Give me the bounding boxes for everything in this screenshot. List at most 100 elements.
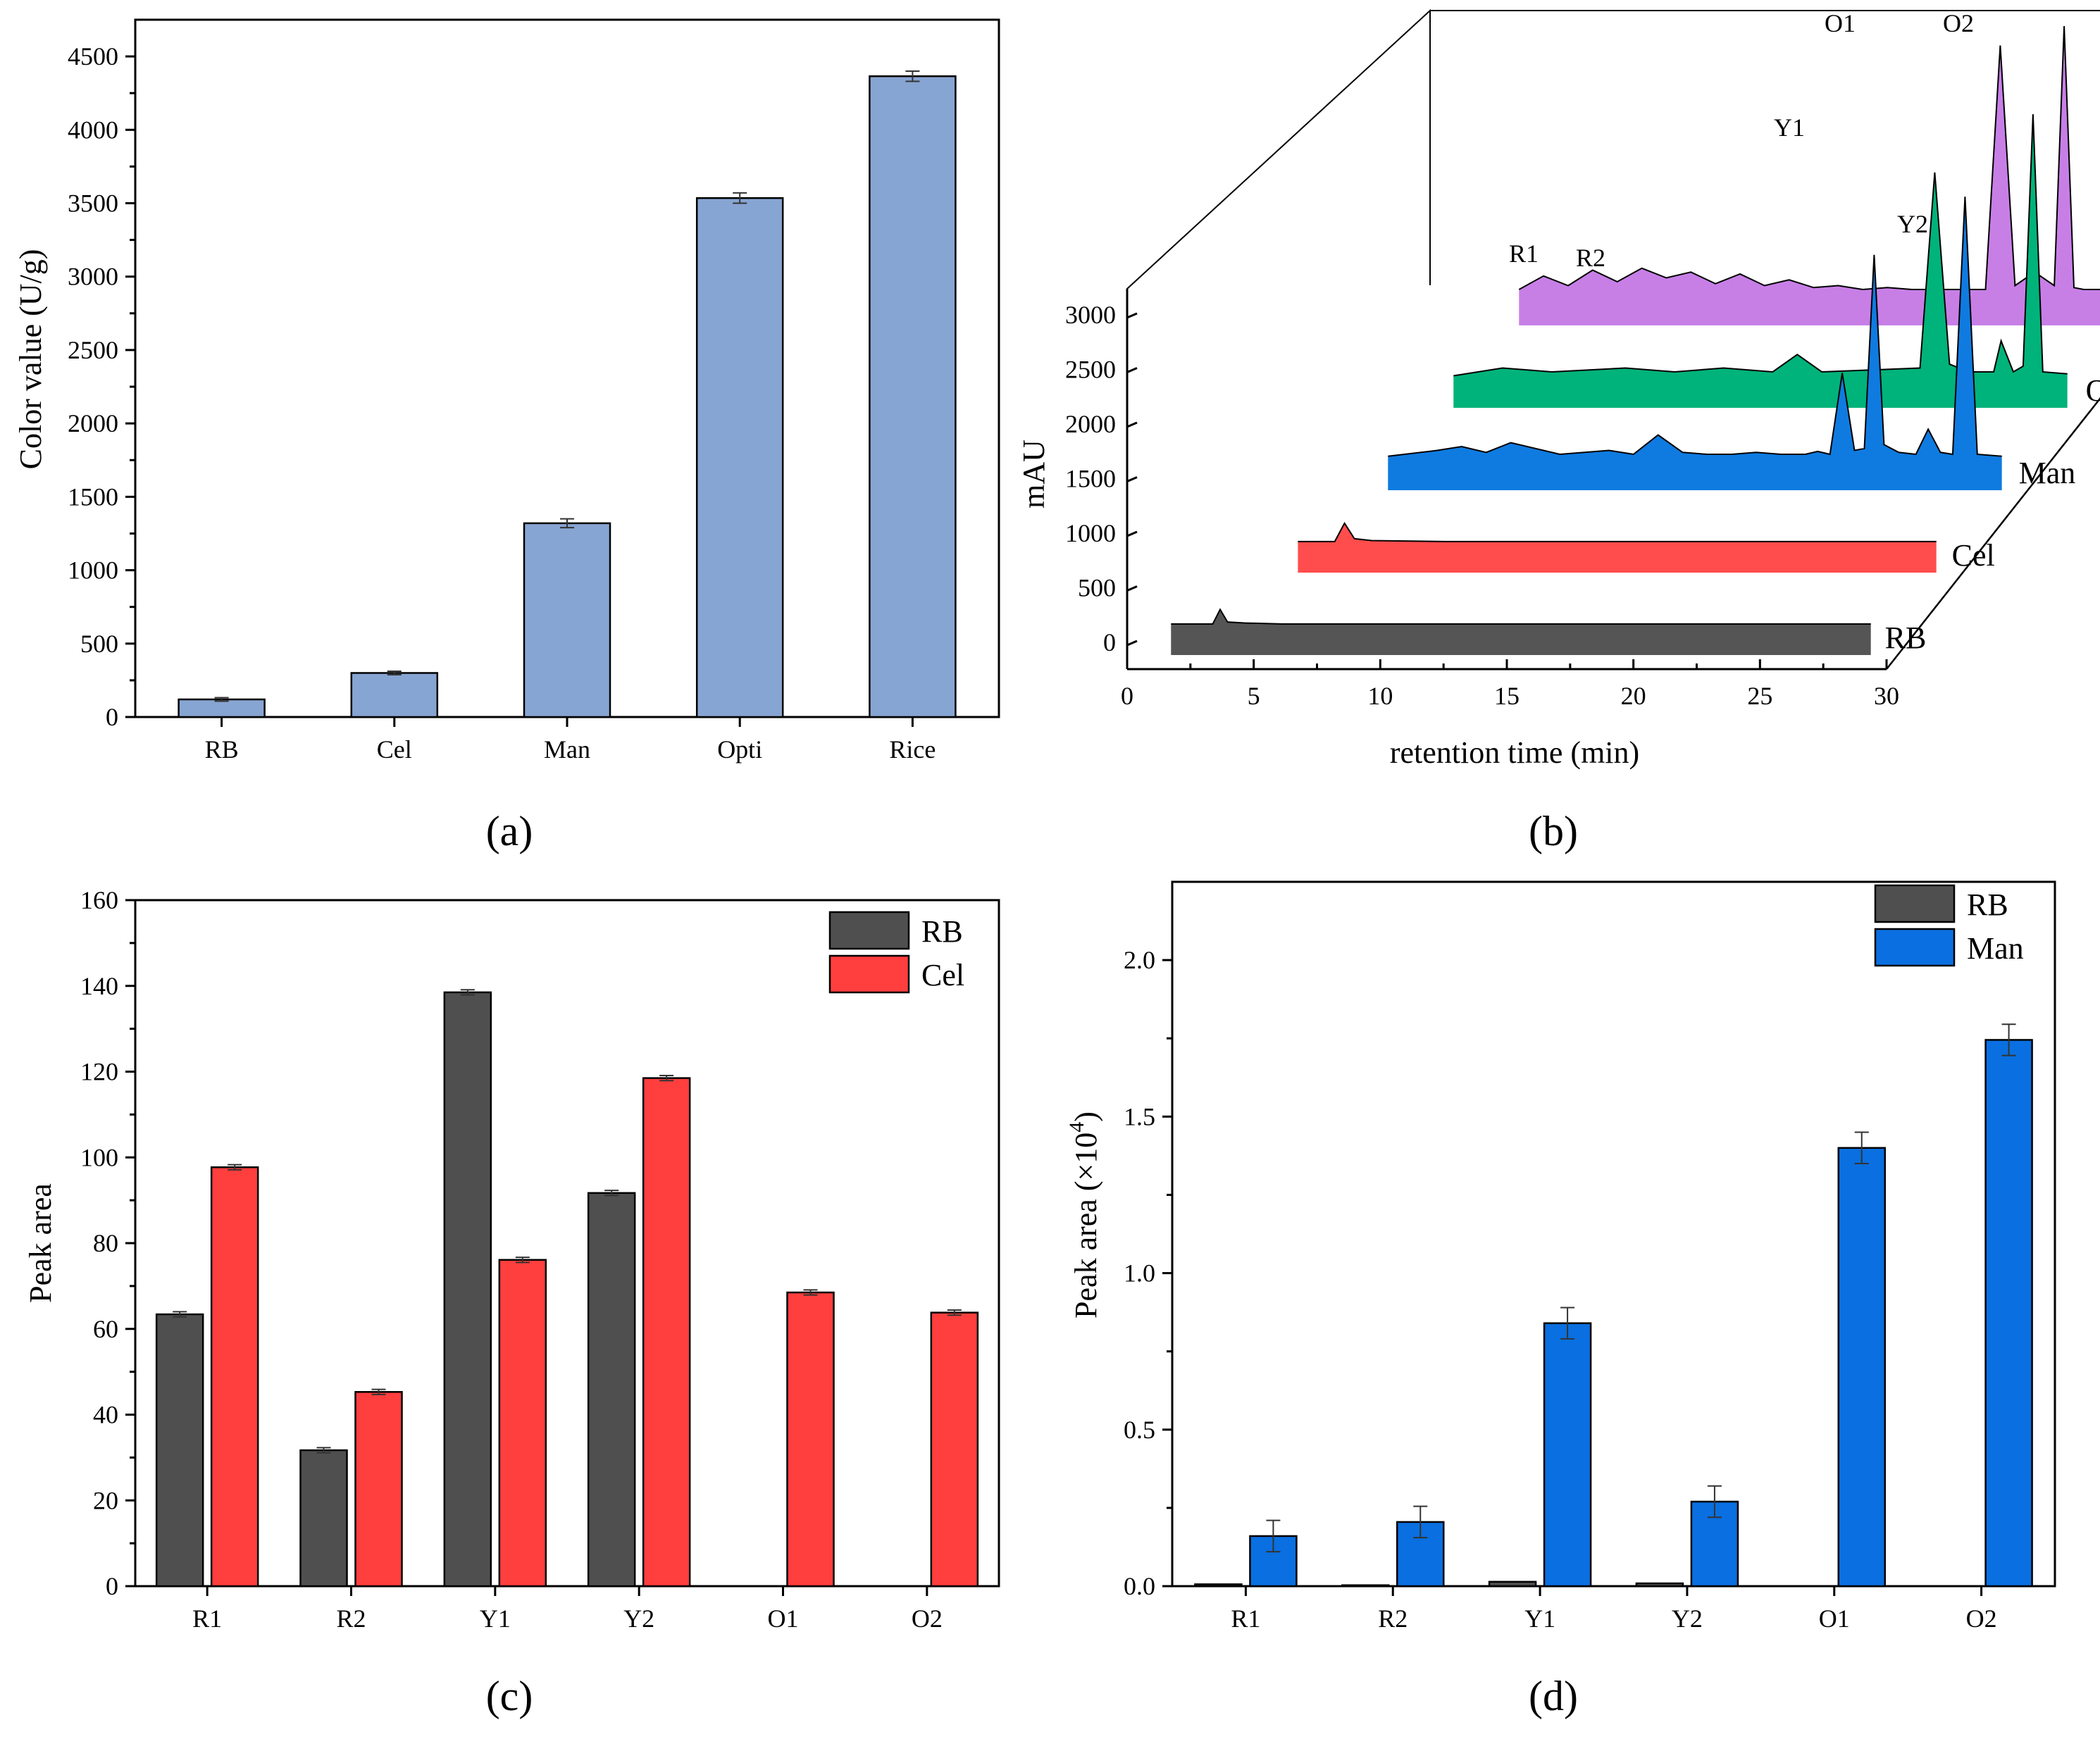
panel-a-x-tick-label: RB: [205, 735, 239, 763]
panel-b-y-tick: [1126, 476, 1138, 482]
panel-b-series-opti-line: [1453, 114, 2068, 377]
panel-c-bar: [210, 1166, 259, 1588]
panel-c-x-tick-label: O1: [768, 1604, 799, 1633]
panel-a-y-tick-label: 2000: [68, 409, 118, 437]
panel-b-series-opti-fill: [1453, 114, 2068, 408]
panel-b-x-tick-label: 30: [1874, 682, 1899, 710]
panel-c-x-tick-label: R2: [336, 1604, 366, 1633]
panel-b-series-rice-line: [1518, 25, 2100, 291]
panel-a-y-tick-label: 1500: [68, 482, 118, 511]
panel-b-y-tick-label: 3000: [1065, 301, 1116, 329]
panel-d-bar: [1194, 1583, 1243, 1588]
panel-d-legend-swatch: [1874, 884, 1956, 923]
panel-b-peak-label-o1: O1: [1825, 9, 1856, 37]
panel-d-chart: Peak area (×104) 0.0 0.5 1.0 1.5 2.0 R1 R2 Y1 Y2…: [1065, 880, 2056, 1719]
panel-a-bar: [869, 75, 957, 718]
panel-c-plot-frame: [134, 899, 1000, 1588]
panel-b-depth-axis: [1886, 397, 2100, 670]
panel-b-series-label-cel: Cel: [1952, 538, 1995, 573]
panel-c-bar: [930, 1311, 979, 1588]
panel-b-series-man-fill: [1388, 197, 2002, 490]
panel-c-legend-label: Cel: [921, 958, 964, 992]
panel-b-x-tick-label: 15: [1494, 682, 1520, 710]
panel-c-bar: [354, 1390, 403, 1588]
panel-d-x-tick-label: Y2: [1672, 1604, 1703, 1633]
panel-a-y-tick-label: 500: [80, 630, 118, 658]
panel-c-y-axis-title: Peak area: [23, 1183, 58, 1303]
panel-d-y-tick-label: 0.0: [1124, 1572, 1155, 1600]
panel-c-x-tick-label: R1: [192, 1604, 222, 1633]
panel-b-peak-label-r1: R1: [1509, 239, 1539, 268]
panel-b-peak-label-r2: R2: [1576, 244, 1605, 272]
panel-b-label: (b): [1529, 808, 1578, 854]
panel-a-y-tick-label: 0: [106, 703, 118, 731]
panel-d-bar: [1341, 1584, 1390, 1588]
panel-b-axes: 0 5 10 15 20 25 30 0 500 1000 1500 2000 2500 3000: [1065, 289, 1899, 710]
panel-a-chart: Color value (U/g) 0 500 1000 1500 2000 2500 30…: [13, 18, 1000, 854]
panel-d-y-tick-label: 1.0: [1124, 1259, 1155, 1288]
panel-c-marks: 0 20 40 60 80 100 120 140 160 R1 R2 Y1 Y2 O1 O2 RB Cel: [80, 886, 1000, 1633]
panel-b-series-rice-fill: [1519, 26, 2100, 325]
panel-b-series-cel-fill: [1298, 523, 1937, 573]
panel-d-y-axis-title-main: Peak area (×10: [1069, 1133, 1103, 1319]
panel-d-y-tick-label: 2.0: [1124, 946, 1155, 974]
panel-b-y-tick-label: 0: [1103, 628, 1116, 656]
panel-d-label: (d): [1529, 1673, 1578, 1719]
panel-c-legend-swatch: [828, 954, 910, 994]
panel-a-x-tick-label: Rice: [889, 735, 936, 763]
panel-c-bar: [498, 1259, 547, 1588]
panel-b-y-tick: [1126, 312, 1138, 319]
panel-a-y-tick-label: 4500: [68, 42, 118, 70]
panel-c-bar: [155, 1313, 204, 1588]
panel-d-y-axis-title-end: ): [1069, 1111, 1103, 1122]
panel-c-label: (c): [486, 1673, 533, 1719]
panel-d-marks: 0.0 0.5 1.0 1.5 2.0 R1 R2 Y1 Y2 O1 O2 RB Man: [1124, 880, 2056, 1633]
panel-a-bar: [350, 672, 439, 718]
panel-b-series-cel-line: [1298, 521, 1937, 542]
panel-c-bar: [299, 1449, 348, 1588]
panel-c-legend-swatch: [828, 911, 910, 950]
panel-b-series-rb-line: [1171, 608, 1871, 625]
panel-d-bar: [1984, 1039, 2033, 1588]
panel-b-y-tick-label: 2000: [1065, 410, 1116, 438]
panel-b-peak-label-o2: O2: [1943, 9, 1974, 37]
panel-d-y-axis-title-sup: 4: [1065, 1122, 1088, 1133]
panel-a-x-tick-label: Opti: [717, 735, 762, 763]
panel-b-peak-label-y1: Y1: [1774, 113, 1805, 142]
panel-d-legend-label: RB: [1967, 887, 2008, 922]
panel-b-x-tick-label: 25: [1747, 682, 1772, 710]
panel-c-y-tick-label: 80: [93, 1229, 118, 1257]
panel-d-plot-frame: [1171, 880, 2056, 1588]
panel-c-y-tick-label: 100: [80, 1143, 118, 1171]
panel-b-y-tick-label: 1000: [1065, 519, 1116, 547]
panel-d-x-tick-label: R2: [1378, 1604, 1408, 1633]
panel-b-x-tick-label: 0: [1121, 682, 1133, 710]
panel-a-y-tick-label: 2500: [68, 336, 118, 364]
panel-a-x-tick-label: Man: [544, 735, 590, 763]
panel-a-y-tick-label: 4000: [68, 116, 118, 144]
panel-a-y-tick-label: 1000: [68, 556, 118, 585]
panel-a-y-tick-label: 3000: [68, 263, 118, 291]
panel-b-y-tick: [1126, 367, 1138, 373]
panel-b-chromatograms: RiceOptiManCelRBR1R2Y1Y2O1O2: [1171, 9, 2100, 655]
panel-b-series-rb-fill: [1171, 609, 1871, 655]
panel-b-y-tick: [1126, 585, 1138, 592]
panel-d-legend-label: Man: [1967, 931, 2024, 966]
panel-a-label: (a): [486, 808, 533, 854]
panel-a-y-tick-label: 3500: [68, 189, 118, 218]
panel-c-bar: [587, 1192, 636, 1588]
panel-c-y-tick-label: 60: [93, 1315, 118, 1343]
panel-c-y-tick-label: 40: [93, 1401, 118, 1429]
panel-b-x-tick-label: 10: [1367, 682, 1393, 710]
panel-d-bar: [1635, 1582, 1684, 1588]
panel-c-x-tick-label: O2: [912, 1604, 943, 1633]
panel-b-series-label-man: Man: [2019, 456, 2076, 490]
panel-a-x-tick-label: Cel: [377, 735, 412, 763]
panel-d-x-tick-label: O1: [1819, 1604, 1850, 1633]
panel-d-y-tick-label: 1.5: [1124, 1102, 1155, 1130]
panel-c-y-tick-label: 120: [80, 1058, 118, 1086]
panel-a-y-axis-title: Color value (U/g): [13, 249, 48, 470]
panel-a-marks: 0 500 1000 1500 2000 2500 3000 3500 4000 4500 RB Ce…: [68, 18, 1000, 763]
panel-c-y-tick-label: 20: [93, 1486, 118, 1514]
